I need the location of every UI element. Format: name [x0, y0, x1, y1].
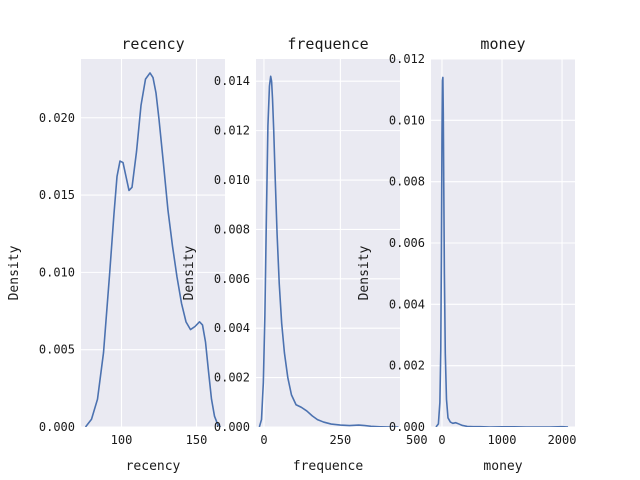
x-tick-label: 1000 — [488, 433, 517, 447]
y-tick-label: 0.006 — [389, 236, 425, 250]
x-axis-label: recency — [126, 459, 181, 474]
y-axis-label: Density — [357, 245, 372, 300]
subplot-title: recency — [121, 35, 184, 53]
y-tick-label: 0.000 — [214, 420, 250, 434]
x-tick-label: 250 — [330, 433, 352, 447]
y-tick-label: 0.008 — [389, 175, 425, 189]
y-tick-label: 0.015 — [39, 188, 75, 202]
x-tick-label: 100 — [111, 433, 133, 447]
y-axis-label: Density — [182, 245, 197, 300]
subplot-frequence: 0 250 5000.0000.0020.0040.0060.0080.0100.0… — [182, 35, 428, 474]
y-tick-label: 0.000 — [39, 420, 75, 434]
kde-curve-money — [435, 76, 569, 427]
plot-area — [256, 59, 400, 427]
y-tick-label: 0.004 — [214, 321, 250, 335]
kde-curve-frequence — [258, 75, 399, 427]
y-tick-label: 0.005 — [39, 343, 75, 357]
y-tick-label: 0.004 — [389, 297, 425, 311]
y-tick-label: 0.014 — [214, 74, 250, 88]
y-tick-label: 0.002 — [389, 359, 425, 373]
y-tick-label: 0.012 — [214, 124, 250, 138]
x-tick-label: 150 — [186, 433, 208, 447]
y-tick-label: 0.010 — [39, 265, 75, 279]
x-tick-label: 0 — [438, 433, 445, 447]
y-tick-label: 0.012 — [389, 52, 425, 66]
x-axis-label: money — [483, 459, 522, 474]
y-tick-label: 0.002 — [214, 371, 250, 385]
y-tick-label: 0.010 — [389, 113, 425, 127]
plot-area — [81, 59, 225, 427]
subplot-title: money — [480, 35, 525, 53]
subplot-title: frequence — [287, 35, 368, 53]
x-tick-label: 2000 — [548, 433, 577, 447]
y-tick-label: 0.020 — [39, 111, 75, 125]
y-tick-label: 0.000 — [389, 420, 425, 434]
x-tick-label: 500 — [406, 433, 428, 447]
x-axis-label: frequence — [293, 459, 364, 474]
y-tick-label: 0.006 — [214, 272, 250, 286]
subplot-recency: 100 150 0.000 0.005 0.010 0.015 0.020 recency re… — [7, 35, 225, 474]
x-tick-label: 0 — [260, 433, 267, 447]
y-axis-label: Density — [7, 245, 22, 300]
kde-curve-recency — [84, 72, 222, 427]
y-tick-label: 0.008 — [214, 222, 250, 236]
subplot-money: 0 1000 2000 0.000 0.002 0.004 0.006 0.008 0.010 0… — [357, 35, 576, 474]
y-tick-label: 0.010 — [214, 173, 250, 187]
